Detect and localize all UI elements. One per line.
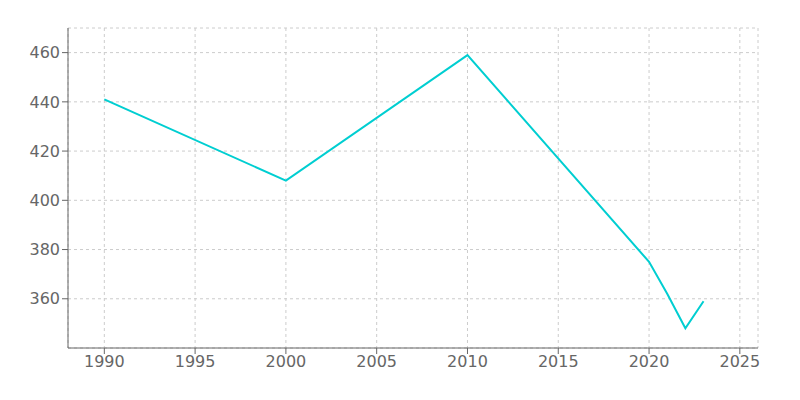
svg-text:440: 440 xyxy=(29,93,60,112)
svg-text:2025: 2025 xyxy=(719,352,760,371)
svg-text:420: 420 xyxy=(29,142,60,161)
svg-text:2020: 2020 xyxy=(629,352,670,371)
svg-text:2015: 2015 xyxy=(538,352,579,371)
svg-text:1995: 1995 xyxy=(175,352,216,371)
svg-text:400: 400 xyxy=(29,191,60,210)
svg-text:360: 360 xyxy=(29,289,60,308)
svg-text:1990: 1990 xyxy=(84,352,125,371)
svg-text:380: 380 xyxy=(29,240,60,259)
svg-text:2000: 2000 xyxy=(266,352,307,371)
svg-text:460: 460 xyxy=(29,43,60,62)
svg-text:2005: 2005 xyxy=(356,352,397,371)
svg-text:2010: 2010 xyxy=(447,352,488,371)
